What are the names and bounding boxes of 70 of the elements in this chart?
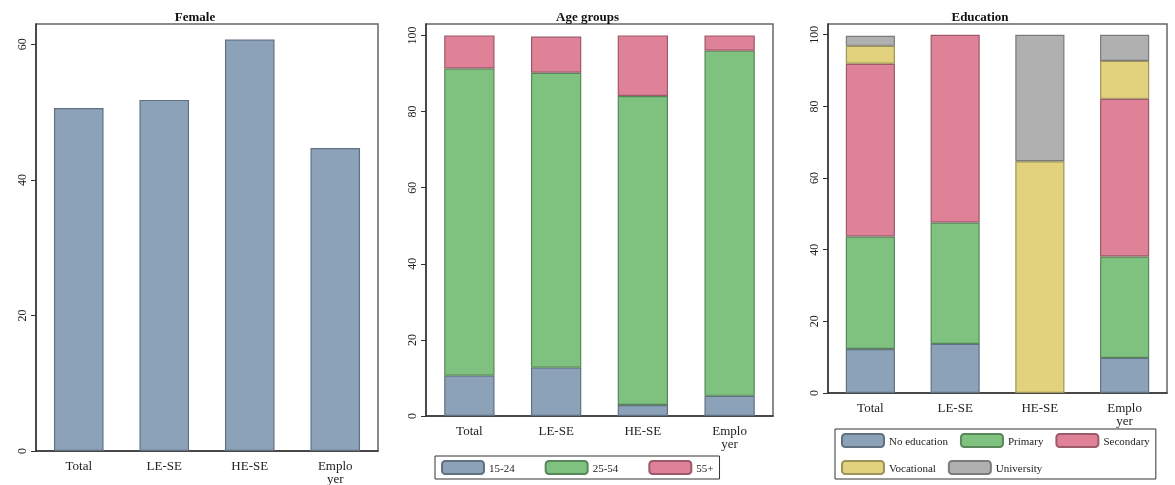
bar — [139, 99, 190, 451]
y-tick-label: 0 — [15, 448, 29, 454]
bar — [310, 148, 361, 451]
x-tick-label: Total — [456, 423, 484, 438]
x-tick-label: Total — [857, 400, 885, 415]
bar — [224, 39, 275, 451]
bar — [930, 34, 980, 223]
y-tick-label: 20 — [807, 315, 821, 328]
legend-label: Vocational — [889, 461, 936, 474]
bar — [617, 35, 669, 96]
legend-label: No education — [889, 434, 949, 447]
bar — [845, 236, 895, 349]
bar — [845, 45, 895, 64]
legend-label: University — [995, 461, 1043, 474]
bar — [704, 50, 755, 396]
y-tick-label: 40 — [807, 243, 821, 256]
y-tick-label: 0 — [405, 413, 419, 419]
x-tick-label: LE-SE — [937, 400, 973, 415]
bar — [617, 404, 669, 416]
chart-title: Education — [951, 9, 1010, 24]
legend-label: Primary — [1007, 434, 1044, 447]
x-tick-label: Emplo yer — [317, 458, 353, 485]
bar — [704, 395, 755, 416]
legend-label: 55+ — [696, 461, 714, 474]
bar — [1100, 256, 1150, 358]
bar — [444, 68, 495, 376]
bar — [930, 222, 980, 344]
x-tick-label: LE-SE — [538, 423, 574, 438]
y-tick-label: 0 — [807, 390, 821, 396]
x-tick-label: Total — [65, 458, 93, 473]
y-tick-label: 40 — [15, 173, 29, 186]
y-tick-label: 100 — [405, 26, 419, 45]
bar — [530, 36, 582, 73]
bar — [1100, 60, 1150, 99]
x-tick-label: HE-SE — [1021, 400, 1059, 415]
bar — [444, 35, 495, 69]
bar — [617, 95, 669, 405]
y-tick-label: 60 — [405, 181, 419, 194]
y-tick-label: 60 — [15, 38, 29, 51]
legend-label: 15-24 — [489, 461, 516, 474]
legend-label: Secondary — [1103, 434, 1151, 447]
y-tick-label: 100 — [807, 25, 821, 44]
bar — [704, 35, 755, 51]
chart-title: Age groups — [556, 9, 619, 24]
bar — [845, 35, 895, 46]
y-tick-label: 20 — [405, 333, 419, 346]
x-tick-label: LE-SE — [146, 458, 182, 473]
bar — [1100, 357, 1150, 393]
bar — [530, 72, 582, 368]
y-tick-label: 60 — [807, 172, 821, 185]
bar — [1015, 34, 1065, 162]
y-tick-label: 80 — [405, 105, 419, 118]
x-tick-label: Emplo yer — [712, 423, 747, 451]
bar — [530, 367, 582, 416]
legend-label: 25-54 — [592, 461, 619, 474]
x-tick-label: HE-SE — [231, 458, 269, 473]
chart-title: Female — [174, 9, 216, 24]
y-tick-label: 40 — [405, 257, 419, 270]
y-tick-label: 20 — [15, 309, 29, 322]
y-tick-label: 80 — [807, 100, 821, 113]
bar — [1100, 34, 1150, 61]
bar — [930, 343, 980, 393]
bar — [845, 63, 895, 237]
x-tick-label: Emplo yer — [1107, 400, 1142, 428]
bar — [53, 108, 104, 451]
bar — [444, 375, 495, 416]
x-tick-label: HE-SE — [624, 423, 662, 438]
bar — [845, 348, 895, 393]
bar — [1100, 98, 1150, 257]
bar — [1015, 161, 1065, 393]
